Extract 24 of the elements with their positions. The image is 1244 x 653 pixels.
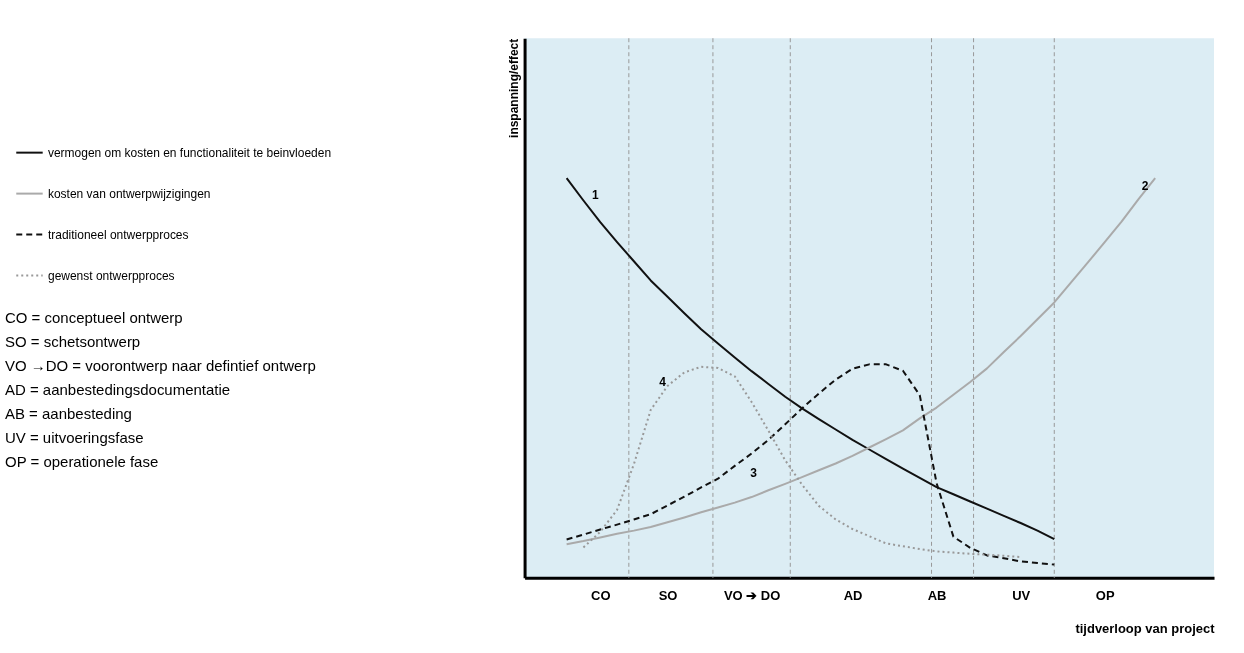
annotation: 3 — [750, 466, 758, 481]
text: OP = operationele fase — [5, 452, 159, 470]
legend-label: traditioneel ontwerpproces — [47, 227, 189, 242]
x-tick-label: OP — [1095, 588, 1115, 604]
text: VO →DO = voorontwerp naar defintief ontwerp — [5, 356, 316, 374]
text: AB = aanbesteding — [5, 404, 132, 422]
text: SO = schetsontwerp — [5, 332, 141, 350]
text: AD = aanbestedingsdocumentatie — [5, 380, 231, 398]
y-axis-title: inspanning/effect — [507, 38, 522, 138]
annotation: 1 — [592, 187, 600, 202]
x-tick-label: AB — [927, 588, 947, 604]
x-tick-label: SO — [658, 588, 678, 604]
text: UV = uitvoeringsfase — [5, 428, 144, 446]
legend-label: gewenst ontwerpproces — [47, 268, 175, 283]
legend-label: kosten van ontwerpwijzigingen — [47, 186, 211, 201]
text: CO = conceptueel ontwerp — [5, 309, 183, 326]
x-tick-label: UV — [1012, 588, 1031, 604]
x-axis-title: tijdverloop van project — [1075, 621, 1216, 637]
annotation: 4 — [659, 374, 667, 389]
x-tick-label: CO — [591, 588, 611, 604]
annotation: 2 — [1141, 179, 1149, 194]
legend-label: vermogen om kosten en functionaliteit te beinvloeden — [47, 145, 332, 160]
x-tick-label: VO ➔ DO — [723, 588, 781, 604]
x-tick-label: AD — [843, 588, 863, 604]
